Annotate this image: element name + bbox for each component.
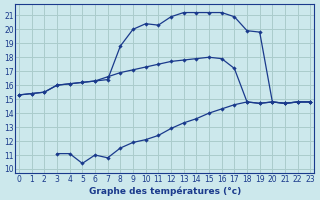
X-axis label: Graphe des températures (°c): Graphe des températures (°c): [89, 186, 241, 196]
